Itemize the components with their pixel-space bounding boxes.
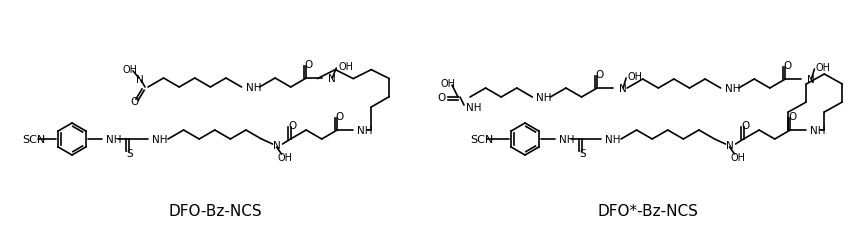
Text: O: O	[288, 121, 297, 131]
Text: NH: NH	[152, 134, 167, 144]
Text: NH: NH	[536, 93, 551, 103]
Text: S: S	[127, 148, 133, 158]
Text: OH: OH	[627, 72, 642, 82]
Text: NH: NH	[810, 126, 826, 135]
Text: O: O	[788, 111, 797, 121]
Text: SCN: SCN	[470, 134, 494, 144]
Text: NH: NH	[605, 134, 620, 144]
Text: O: O	[129, 96, 138, 106]
Text: SCN: SCN	[22, 134, 45, 144]
Text: O: O	[741, 121, 750, 131]
Text: N: N	[273, 140, 280, 150]
Text: N: N	[726, 140, 734, 150]
Text: NH: NH	[357, 126, 373, 135]
Text: DFO-Bz-NCS: DFO-Bz-NCS	[168, 204, 261, 219]
Text: OH: OH	[440, 79, 456, 89]
Text: N: N	[808, 75, 816, 85]
Text: NH: NH	[725, 84, 740, 94]
Text: NH: NH	[106, 134, 122, 144]
Text: S: S	[580, 148, 586, 158]
Text: N: N	[328, 74, 336, 84]
Text: N: N	[136, 75, 144, 85]
Text: O: O	[335, 111, 343, 121]
Text: N: N	[619, 84, 627, 94]
Text: NH: NH	[559, 134, 575, 144]
Text: OH: OH	[730, 152, 745, 162]
Text: NH: NH	[246, 83, 261, 93]
Text: OH: OH	[816, 63, 830, 73]
Text: O: O	[595, 70, 603, 80]
Text: O: O	[304, 60, 312, 70]
Text: DFO*-Bz-NCS: DFO*-Bz-NCS	[597, 204, 698, 219]
Text: O: O	[438, 93, 446, 103]
Text: OH: OH	[338, 62, 353, 72]
Text: O: O	[784, 61, 791, 71]
Text: OH: OH	[277, 152, 292, 162]
Text: OH: OH	[123, 65, 137, 75]
Text: NH: NH	[466, 103, 482, 113]
